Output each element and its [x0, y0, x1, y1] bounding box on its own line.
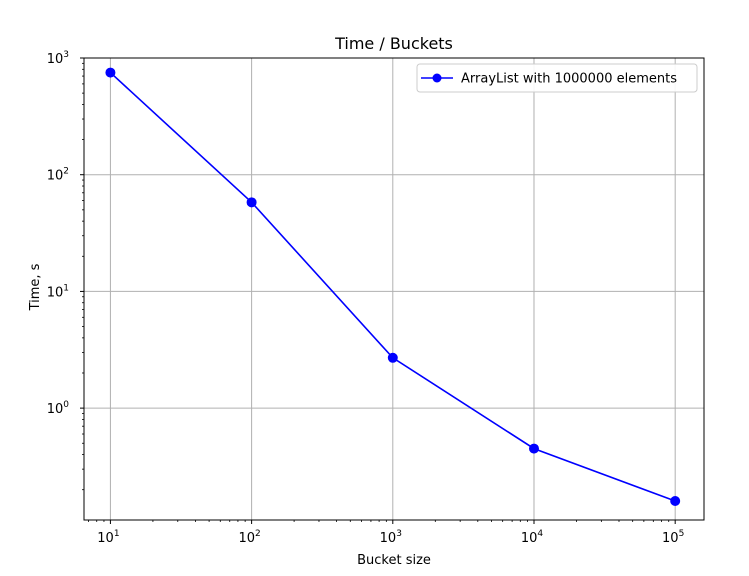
x-tick-label: 103 [380, 529, 402, 546]
legend-marker [432, 73, 442, 83]
legend: ArrayList with 1000000 elements [416, 63, 698, 93]
legend-box [416, 63, 698, 93]
axes-ticks: 101 102 103 104 105 100 101 102 103 [47, 50, 685, 546]
x-axis-label: Bucket size [357, 553, 431, 568]
data-point [387, 352, 398, 363]
data-point [670, 496, 681, 507]
chart-title: Time / Buckets [334, 34, 453, 53]
y-tick-label: 103 [47, 50, 69, 67]
y-tick-label: 100 [47, 400, 70, 417]
x-tick-label: 105 [662, 529, 684, 546]
legend-label: ArrayList with 1000000 elements [461, 72, 677, 87]
data-point [528, 443, 539, 454]
plot-frame [83, 57, 705, 521]
grid [84, 57, 704, 520]
x-tick-label: 101 [97, 529, 119, 546]
series-layer [105, 67, 681, 507]
x-tick-label: 102 [238, 529, 260, 546]
x-tick-label: 104 [521, 529, 544, 546]
data-point [105, 67, 116, 78]
data-point [246, 197, 257, 208]
y-axis-label: Time, s [28, 263, 43, 311]
y-tick-label: 102 [47, 167, 69, 184]
y-tick-label: 101 [47, 283, 69, 300]
